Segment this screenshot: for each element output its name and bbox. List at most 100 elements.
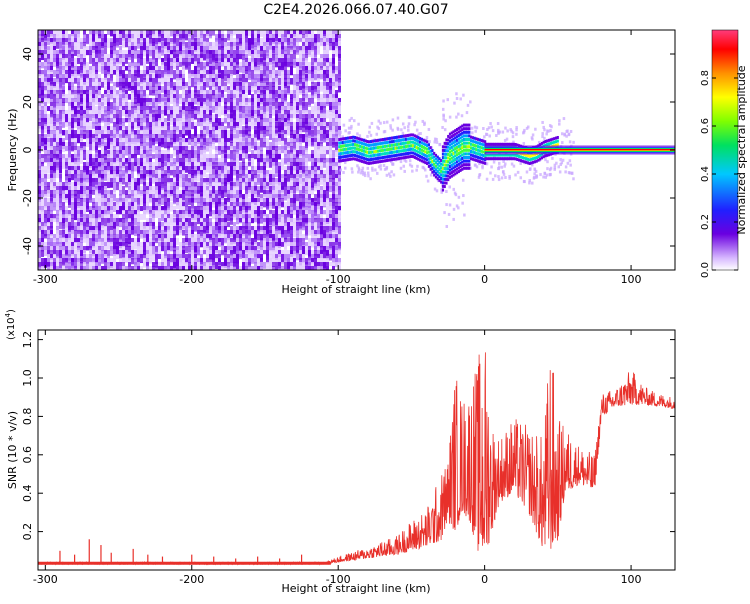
- spectrogram-noise-cell: [224, 170, 227, 175]
- spectrogram-noise-cell: [116, 54, 119, 62]
- spectrogram-noise-cell: [251, 150, 254, 155]
- spectrogram-noise-cell: [176, 162, 179, 170]
- spectrogram-noise-cell: [293, 230, 296, 238]
- spectrogram-noise-cell: [200, 226, 203, 231]
- spectrogram-noise-cell: [245, 226, 248, 234]
- spectrogram-noise-cell: [38, 246, 41, 254]
- spectrogram-noise-cell: [86, 98, 89, 108]
- spectrogram-noise-cell: [170, 170, 173, 176]
- spectrogram-noise-cell: [191, 190, 194, 197]
- spectrogram-noise-cell: [92, 190, 95, 195]
- spectrogram-noise-cell: [134, 198, 137, 203]
- spectrogram-noise-cell: [269, 122, 272, 127]
- spectrogram-noise-cell: [206, 70, 209, 75]
- spectrogram-noise-cell: [200, 38, 203, 44]
- spectrogram-noise-cell: [182, 102, 185, 109]
- spectrogram-noise-cell: [242, 106, 245, 114]
- spectrogram-noise-cell: [101, 226, 104, 233]
- spectrogram-noise-cell: [206, 66, 209, 72]
- spectrogram-noise-cell: [254, 50, 257, 58]
- spectrogram-noise-cell: [146, 130, 149, 135]
- spectrogram-noise-cell: [212, 134, 215, 141]
- spectrogram-noise-cell: [59, 214, 62, 219]
- spectrogram-noise-cell: [251, 174, 254, 182]
- spectrogram-noise-cell: [197, 30, 200, 38]
- spectrogram-noise-cell: [296, 186, 299, 193]
- spectrogram-noise-cell: [71, 258, 74, 266]
- spectrogram-noise-cell: [209, 58, 212, 68]
- spectrogram-noise-cell: [44, 198, 47, 208]
- spectrogram-noise-cell: [47, 98, 50, 104]
- spectrogram-noise-cell: [119, 206, 122, 213]
- spectrogram-noise-cell: [140, 230, 143, 238]
- spectrogram-noise-cell: [104, 90, 107, 98]
- spectrogram-noise-cell: [212, 174, 215, 181]
- spectrogram-noise-cell: [311, 186, 314, 191]
- spectrogram-noise-cell: [158, 102, 161, 107]
- spectrogram-noise-cell: [284, 90, 287, 98]
- spectrogram-noise-cell: [242, 202, 245, 207]
- spectrogram-noise-cell: [149, 110, 152, 118]
- spectrogram-noise-cell: [83, 50, 86, 57]
- spectrogram-noise-cell: [104, 238, 107, 243]
- spectrogram-noise-cell: [278, 234, 281, 240]
- spectrogram-noise-cell: [62, 122, 65, 128]
- spectrogram-noise-cell: [134, 130, 137, 135]
- spectrogram-noise-cell: [41, 130, 44, 137]
- spectrogram-noise-cell: [86, 154, 89, 159]
- spectrogram-noise-cell: [278, 202, 281, 209]
- spectrogram-noise-cell: [80, 134, 83, 141]
- spectrogram-noise-cell: [257, 102, 260, 108]
- spectrogram-noise-cell: [143, 74, 146, 80]
- spectrogram-noise-cell: [275, 62, 278, 68]
- spectrogram-noise-cell: [59, 218, 62, 225]
- spectrogram-noise-cell: [209, 190, 212, 197]
- spectrogram-noise-cell: [317, 82, 320, 90]
- spectrogram-noise-cell: [158, 122, 161, 128]
- spectrogram-noise-cell: [248, 82, 251, 87]
- spectrogram-noise-cell: [314, 38, 317, 44]
- spectrogram-noise-cell: [212, 210, 215, 216]
- spectrogram-noise-cell: [308, 142, 311, 147]
- spectrogram-noise-cell: [155, 62, 158, 67]
- spectrogram-noise-cell: [41, 34, 44, 40]
- spectrogram-noise-cell: [152, 222, 155, 230]
- spectrogram-noise-cell: [146, 150, 149, 157]
- spectrogram-noise-cell: [80, 230, 83, 238]
- spectrogram-noise-cell: [122, 210, 125, 217]
- spectrogram-noise-cell: [287, 198, 290, 206]
- spectrogram-noise-cell: [155, 38, 158, 45]
- spectrogram-noise-cell: [242, 182, 245, 190]
- spectrogram-noise-cell: [56, 154, 59, 160]
- spectrogram-noise-cell: [218, 94, 221, 100]
- spectrogram-noise-cell: [119, 266, 122, 270]
- spectrogram-noise-cell: [299, 258, 302, 266]
- spectrogram-noise-cell: [155, 122, 158, 128]
- spectrogram-noise-cell: [65, 38, 68, 46]
- spectrogram-noise-cell: [209, 134, 212, 139]
- spectrogram-noise-cell: [119, 242, 122, 249]
- spectrogram-noise-cell: [44, 234, 47, 239]
- spectrogram-noise-cell: [296, 174, 299, 181]
- spectrogram-noise-cell: [311, 46, 314, 51]
- spectrogram-noise-cell: [92, 30, 95, 36]
- spectrogram-noise-cell: [125, 222, 128, 230]
- spectrogram-noise-cell: [272, 82, 275, 87]
- spectrogram-noise-cell: [149, 146, 152, 151]
- spectrogram-noise-cell: [257, 266, 260, 270]
- spectrogram-noise-cell: [44, 134, 47, 139]
- spectrogram-noise-cell: [266, 230, 269, 238]
- spectrogram-noise-cell: [257, 62, 260, 67]
- spectrogram-noise-cell: [47, 94, 50, 99]
- spectrogram-noise-cell: [230, 82, 233, 88]
- spectrogram-noise-cell: [182, 250, 185, 258]
- spectrogram-noise-cell: [131, 190, 134, 197]
- spectrogram-noise-cell: [254, 118, 257, 126]
- spectrogram-noise-cell: [305, 218, 308, 224]
- spectrogram-noise-cell: [113, 122, 116, 128]
- spectrogram-noise-cell: [254, 186, 257, 191]
- spectrogram-noise-cell: [74, 134, 77, 139]
- spectrogram-noise-cell: [308, 110, 311, 118]
- spectrogram-noise-cell: [80, 86, 83, 93]
- spectrogram-noise-cell: [152, 110, 155, 118]
